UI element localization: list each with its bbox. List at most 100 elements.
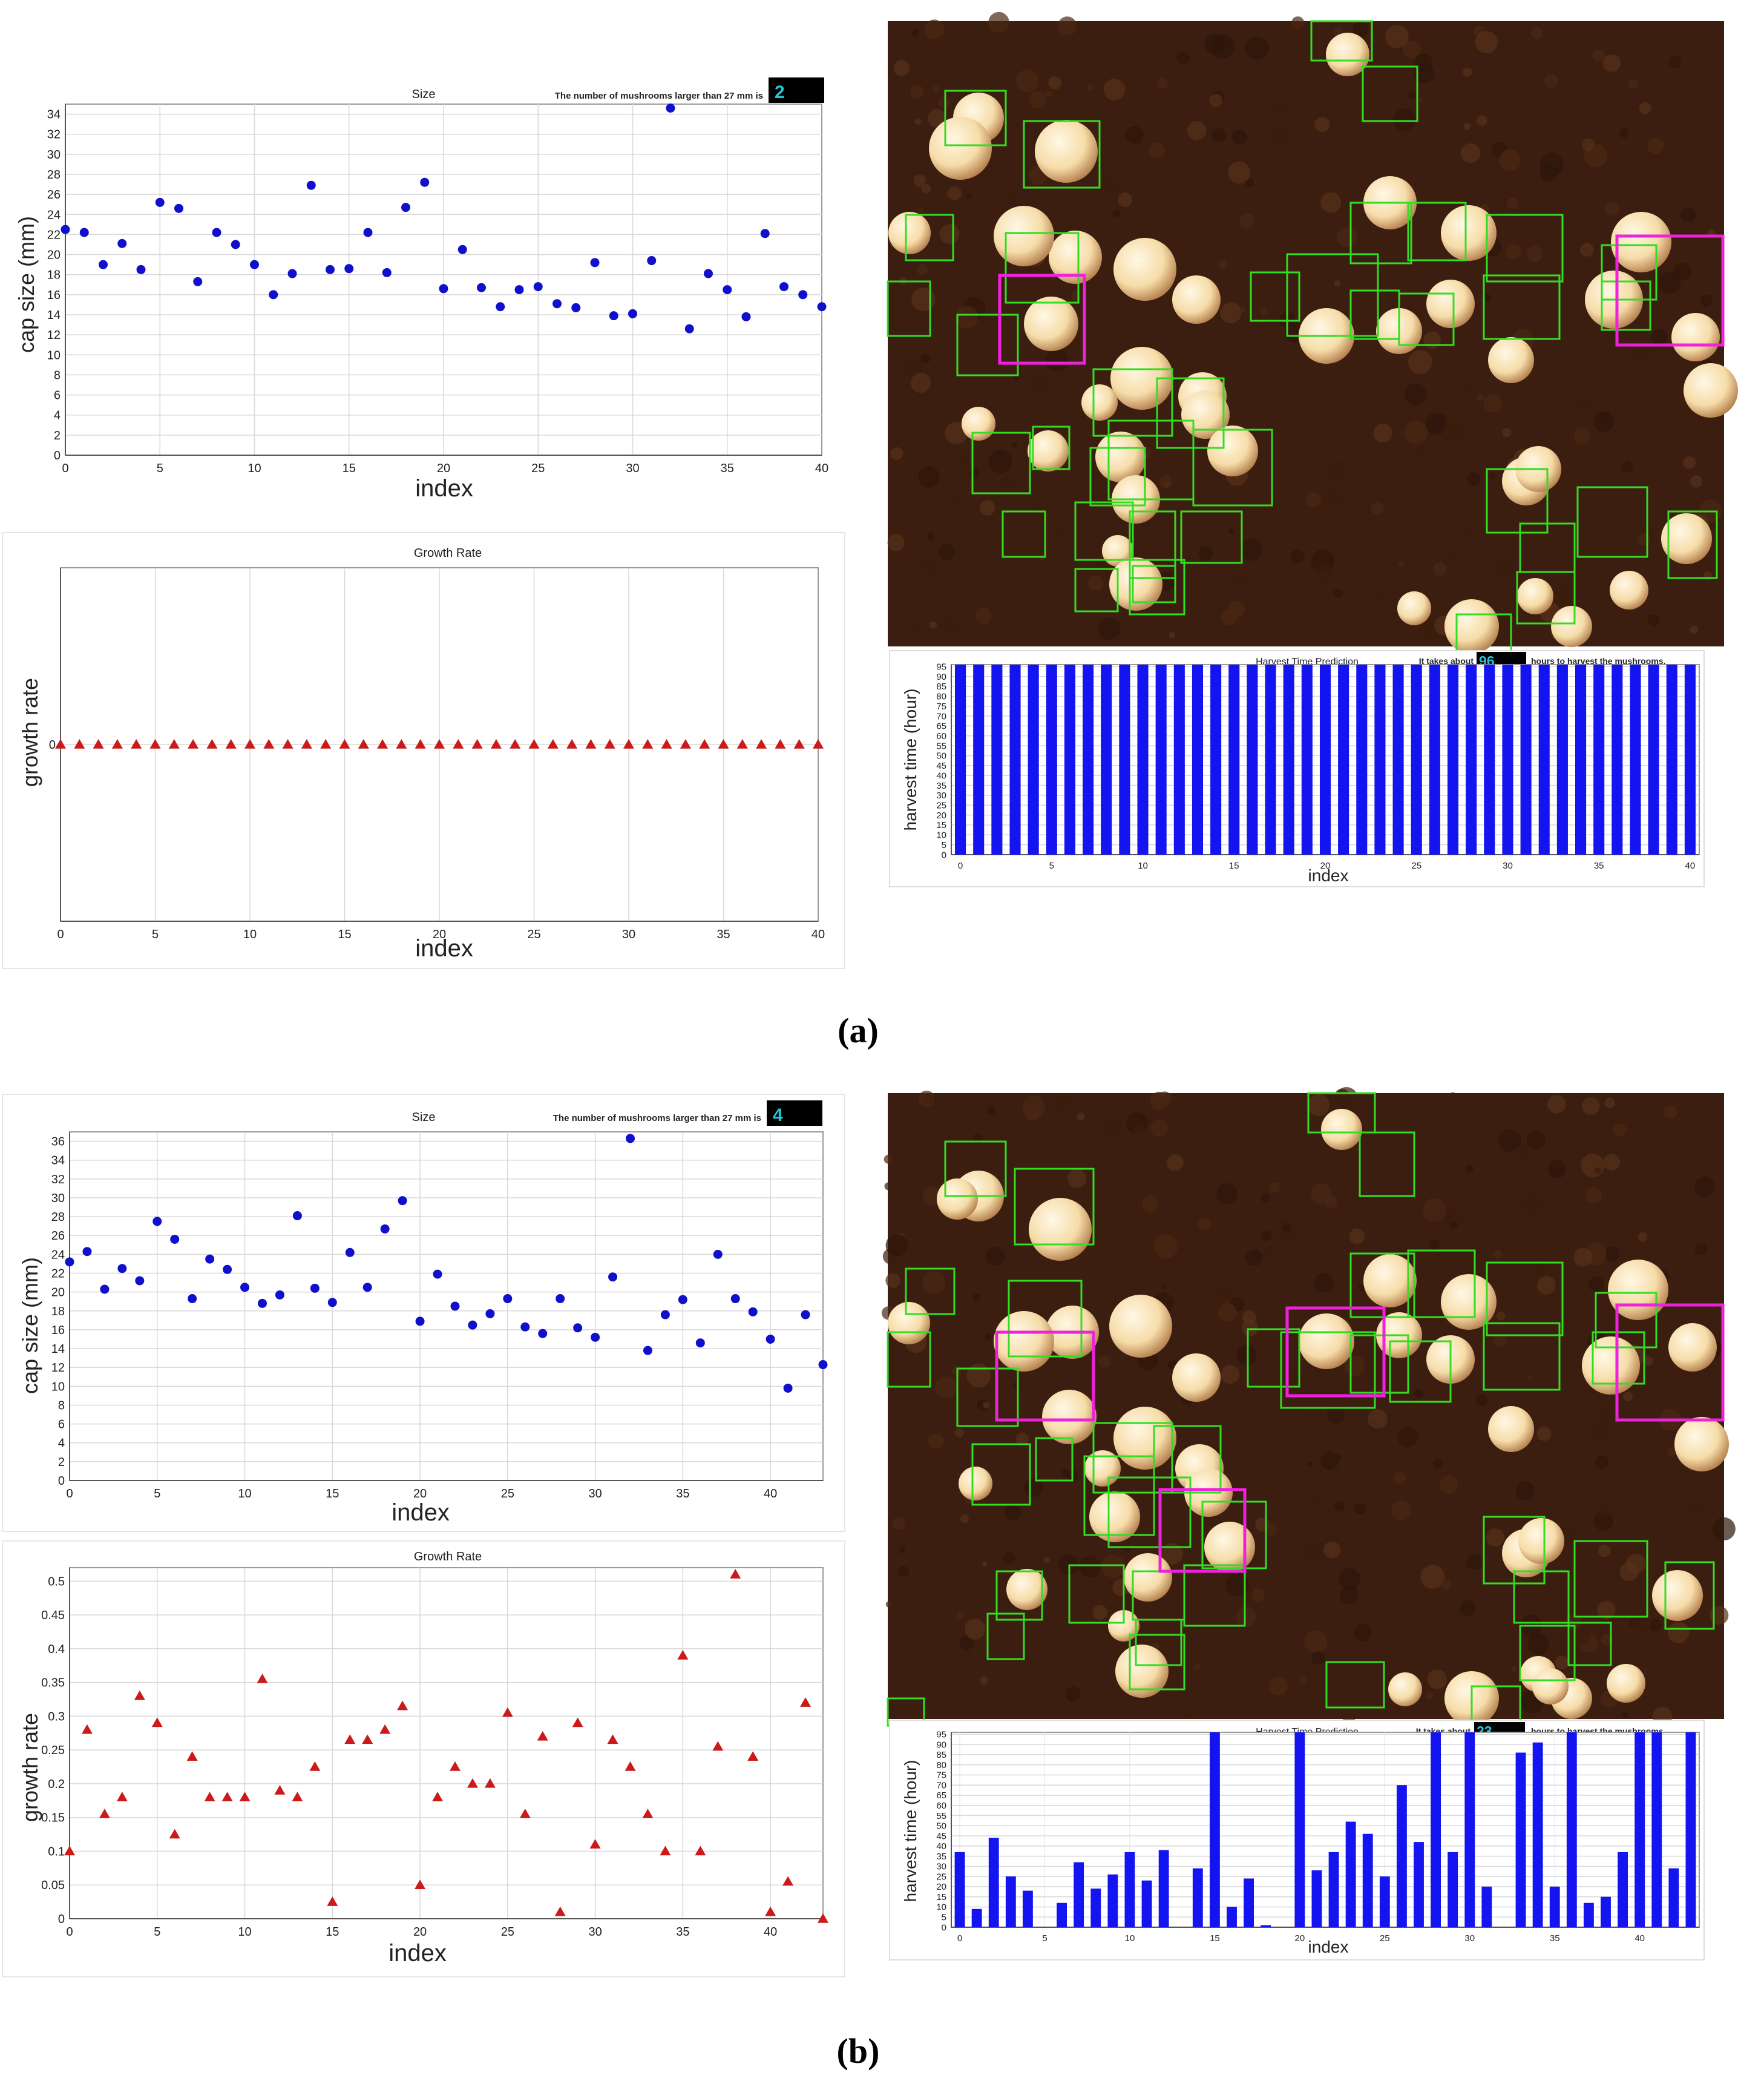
soil-texture bbox=[975, 608, 992, 624]
x-axis-label: index bbox=[1308, 866, 1349, 885]
mushroom-cap bbox=[1363, 1254, 1417, 1307]
mushroom-cap bbox=[1611, 212, 1671, 272]
soil-texture bbox=[1221, 610, 1238, 626]
soil-texture bbox=[985, 1246, 1005, 1266]
soil-texture bbox=[1330, 460, 1348, 478]
soil-texture bbox=[1086, 84, 1093, 91]
soil-texture bbox=[1338, 1568, 1361, 1590]
soil-texture bbox=[1158, 1091, 1172, 1105]
soil-texture bbox=[1690, 475, 1703, 488]
mushroom-cap bbox=[888, 212, 931, 254]
soil-texture bbox=[1167, 1154, 1184, 1171]
soil-texture bbox=[1061, 1469, 1069, 1477]
data-point bbox=[723, 285, 732, 295]
data-point bbox=[135, 1276, 145, 1286]
soil-texture bbox=[1644, 1131, 1655, 1143]
soil-texture bbox=[1647, 614, 1660, 626]
bar bbox=[1612, 665, 1623, 855]
data-point bbox=[572, 1717, 583, 1727]
y-tick-label: 10 bbox=[936, 830, 946, 841]
y-tick-label: 0.5 bbox=[48, 1575, 65, 1588]
x-tick-label: 10 bbox=[238, 1925, 251, 1939]
soil-texture bbox=[1594, 1167, 1602, 1174]
data-point bbox=[61, 225, 70, 234]
soil-texture bbox=[1149, 142, 1166, 159]
data-point bbox=[801, 1310, 810, 1320]
soil-texture bbox=[1450, 1221, 1458, 1230]
soil-texture bbox=[1621, 461, 1633, 473]
y-tick-label: 75 bbox=[936, 1770, 946, 1781]
y-tick-label: 0.3 bbox=[48, 1710, 65, 1723]
data-point bbox=[188, 739, 199, 749]
soil-texture bbox=[1417, 618, 1439, 639]
soil-texture bbox=[1463, 67, 1472, 77]
bar bbox=[1046, 665, 1057, 855]
soil-texture bbox=[1251, 1588, 1265, 1602]
data-point bbox=[626, 1134, 635, 1143]
soil-texture bbox=[1426, 1692, 1434, 1700]
data-point bbox=[713, 1249, 723, 1259]
soil-texture bbox=[911, 287, 936, 312]
y-tick-label: 15 bbox=[936, 820, 946, 830]
x-tick-label: 40 bbox=[1634, 1933, 1645, 1944]
data-point bbox=[818, 1360, 828, 1370]
detection-box bbox=[1014, 1168, 1095, 1246]
soil-texture bbox=[1497, 564, 1513, 581]
soil-texture bbox=[1596, 1499, 1615, 1517]
x-tick-label: 35 bbox=[716, 928, 730, 941]
soil-texture bbox=[1486, 383, 1494, 391]
soil-texture bbox=[1262, 1247, 1277, 1263]
bar bbox=[1265, 665, 1276, 855]
soil-texture bbox=[921, 555, 942, 577]
detection-box bbox=[956, 1367, 1019, 1427]
detection-box bbox=[1129, 559, 1185, 616]
x-tick-label: 5 bbox=[154, 1925, 160, 1939]
soil-texture bbox=[1228, 161, 1251, 184]
bar bbox=[1005, 1876, 1016, 1927]
data-point bbox=[151, 1717, 163, 1727]
x-tick-label: 30 bbox=[588, 1925, 602, 1939]
x-tick-label: 20 bbox=[413, 1487, 427, 1500]
soil-texture bbox=[1621, 1711, 1628, 1718]
soil-texture bbox=[1010, 1281, 1024, 1295]
data-point bbox=[309, 1761, 321, 1771]
soil-texture bbox=[1314, 564, 1335, 585]
soil-texture bbox=[1527, 1130, 1546, 1149]
soil-texture bbox=[1320, 1451, 1339, 1470]
detection-box bbox=[1129, 510, 1176, 579]
soil-texture bbox=[1422, 1198, 1447, 1222]
mushroom-cap bbox=[937, 1178, 978, 1220]
data-point bbox=[748, 1307, 758, 1316]
bar bbox=[1630, 665, 1641, 855]
growth-title: Growth Rate bbox=[414, 1550, 482, 1563]
soil-texture bbox=[1683, 456, 1696, 470]
harvest-chart-b: Harvest Time Prediction It takes about 2… bbox=[889, 1720, 1705, 1960]
soil-texture bbox=[1101, 1554, 1125, 1578]
soil-texture bbox=[1100, 176, 1120, 197]
x-tick-label: 5 bbox=[1042, 1933, 1047, 1944]
detection-box bbox=[1349, 1334, 1409, 1394]
data-point bbox=[503, 1294, 513, 1304]
mushroom-cap bbox=[1029, 1198, 1092, 1261]
soil-texture bbox=[945, 422, 968, 445]
soil-texture bbox=[1198, 546, 1213, 561]
soil-texture bbox=[1547, 1094, 1566, 1114]
soil-texture bbox=[1573, 1247, 1593, 1267]
y-tick-label: 60 bbox=[936, 731, 946, 741]
bar bbox=[1074, 1862, 1084, 1927]
data-point bbox=[684, 324, 694, 334]
soil-texture bbox=[914, 118, 922, 125]
soil-texture bbox=[1526, 246, 1543, 262]
bar bbox=[1374, 665, 1386, 855]
soil-texture bbox=[1639, 102, 1651, 114]
soil-texture bbox=[1311, 1651, 1326, 1665]
detection-box bbox=[1389, 1340, 1452, 1403]
detection-box bbox=[971, 1443, 1031, 1506]
y-tick-label: 0.15 bbox=[41, 1812, 65, 1825]
soil-texture bbox=[1493, 1249, 1503, 1259]
soil-texture bbox=[1044, 1557, 1050, 1563]
data-point bbox=[344, 1734, 356, 1744]
x-tick-label: 0 bbox=[958, 861, 963, 871]
soil-texture bbox=[973, 1133, 983, 1143]
